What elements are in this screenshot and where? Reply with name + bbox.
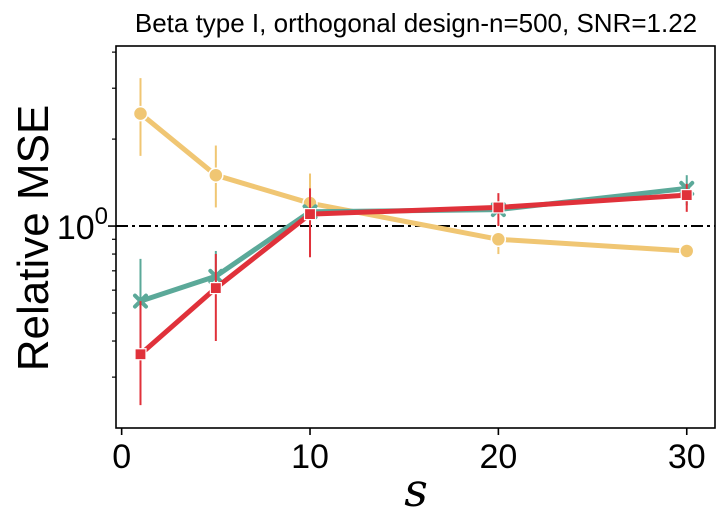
chart-title: Beta type I, orthogonal design-n=500, SN… xyxy=(135,8,697,38)
plot-area: 0 10 20 30 100 xyxy=(57,45,716,476)
data-point xyxy=(208,167,224,183)
data-point xyxy=(490,231,507,248)
data-point xyxy=(678,243,695,259)
x-tick-label: 30 xyxy=(668,438,706,476)
data-point xyxy=(492,201,505,214)
x-axis-label: s xyxy=(404,463,428,517)
y-tick-label: 100 xyxy=(57,203,108,247)
data-point xyxy=(134,348,147,361)
series-orange xyxy=(132,78,695,259)
x-tick-label: 20 xyxy=(479,438,517,476)
x-tick-label: 10 xyxy=(291,438,329,476)
plot-frame xyxy=(115,45,716,429)
data-point xyxy=(132,293,148,309)
x-tick-label: 0 xyxy=(112,438,131,476)
data-point xyxy=(680,188,693,202)
series-line-orange xyxy=(138,111,690,254)
series-red xyxy=(134,183,693,406)
data-point xyxy=(303,208,317,221)
y-axis-label: Relative MSE xyxy=(9,105,58,372)
data-point xyxy=(209,281,222,295)
data-point xyxy=(132,105,149,122)
